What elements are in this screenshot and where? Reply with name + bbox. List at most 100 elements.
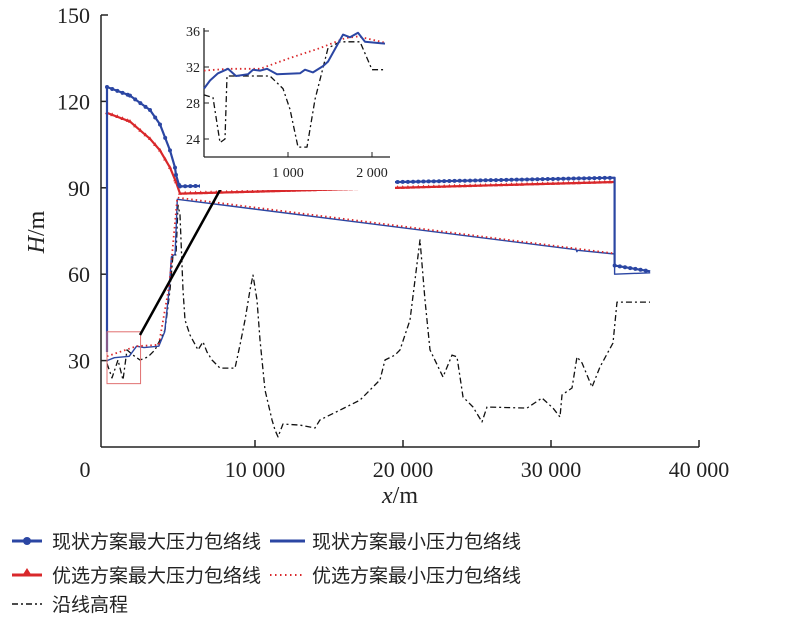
data-point-marker bbox=[188, 184, 193, 189]
data-point-marker bbox=[612, 263, 617, 268]
data-point-marker bbox=[597, 179, 602, 184]
x-tick-label: 40 000 bbox=[669, 457, 730, 482]
data-point-marker bbox=[457, 178, 462, 183]
data-point-marker bbox=[592, 176, 597, 181]
data-point-marker bbox=[545, 181, 550, 186]
data-point-marker bbox=[198, 190, 203, 195]
inset-y-tick-label: 32 bbox=[186, 61, 200, 76]
data-point-marker bbox=[120, 90, 125, 95]
data-point-marker bbox=[183, 184, 188, 189]
data-point-marker bbox=[499, 177, 504, 182]
series-line-3 bbox=[106, 196, 615, 358]
data-point-marker bbox=[462, 183, 467, 188]
y-axis-var: H bbox=[24, 234, 50, 254]
data-point-marker bbox=[133, 123, 138, 128]
data-point-marker bbox=[209, 190, 214, 194]
data-point-marker bbox=[478, 178, 483, 183]
data-point-marker bbox=[514, 182, 519, 186]
inset-series-line-0 bbox=[203, 31, 386, 90]
y-axis-title: H/m bbox=[24, 210, 50, 254]
data-point-marker bbox=[468, 183, 473, 188]
data-point-marker bbox=[633, 266, 638, 271]
data-point-marker bbox=[607, 179, 612, 184]
data-point-marker bbox=[447, 183, 452, 188]
data-point-marker bbox=[421, 179, 426, 184]
y-tick-label: 150 bbox=[57, 3, 90, 28]
data-point-marker bbox=[411, 184, 416, 189]
data-point-marker bbox=[514, 177, 519, 182]
data-point-marker bbox=[421, 184, 426, 189]
data-point-marker bbox=[452, 183, 457, 188]
data-point-marker bbox=[509, 182, 514, 186]
data-point-marker bbox=[483, 178, 488, 183]
data-point-marker bbox=[519, 181, 524, 186]
data-point-marker bbox=[400, 185, 405, 189]
data-point-marker bbox=[561, 176, 566, 181]
data-point-marker bbox=[493, 182, 498, 187]
data-point-marker bbox=[153, 115, 158, 120]
data-point-marker bbox=[556, 181, 561, 185]
data-point-marker bbox=[561, 180, 566, 185]
data-point-marker bbox=[442, 184, 447, 188]
data-point-marker bbox=[530, 177, 535, 182]
legend-label: 优选方案最大压力包络线 bbox=[52, 565, 261, 587]
data-point-marker bbox=[219, 189, 224, 194]
data-point-marker bbox=[143, 104, 148, 109]
data-point-marker bbox=[571, 180, 576, 185]
x-axis-title: x/m bbox=[381, 483, 418, 509]
inset-y-tick-label: 24 bbox=[186, 133, 200, 148]
main-axes: 30 60 90 120 150 0 10 000 20 000 30 000 40 000 bbox=[57, 3, 729, 482]
data-point-marker bbox=[638, 267, 643, 272]
data-point-marker bbox=[405, 185, 410, 189]
data-point-marker bbox=[286, 188, 291, 192]
data-point-marker bbox=[436, 179, 441, 184]
x-tick-label: 20 000 bbox=[373, 457, 434, 482]
data-point-marker bbox=[447, 179, 452, 184]
data-point-marker bbox=[602, 175, 607, 180]
data-point-marker bbox=[576, 176, 581, 181]
data-point-marker bbox=[628, 266, 633, 271]
data-point-marker bbox=[266, 188, 271, 193]
data-point-marker bbox=[188, 190, 193, 195]
data-point-marker bbox=[602, 179, 607, 184]
data-point-marker bbox=[105, 85, 109, 89]
inset-series-line-2 bbox=[203, 41, 385, 148]
data-point-marker bbox=[395, 180, 400, 185]
legend-item-optimized-min: 优选方案最小压力包络线 bbox=[270, 565, 521, 587]
legend: 现状方案最大压力包络线 现状方案最小压力包络线 优选方案最大压力包络线 优选方案… bbox=[12, 531, 521, 616]
inset-x-tick-label: 2 000 bbox=[356, 166, 388, 181]
x-tick-label: 30 000 bbox=[521, 457, 582, 482]
data-point-marker bbox=[504, 182, 509, 187]
zoom-arrow-line bbox=[138, 171, 232, 336]
circle-marker-icon bbox=[23, 537, 31, 545]
data-point-marker bbox=[540, 181, 545, 186]
data-point-marker bbox=[623, 265, 627, 270]
inset-chart: 24 28 32 36 1 000 2 000 bbox=[186, 20, 395, 190]
data-point-marker bbox=[431, 179, 436, 184]
data-point-marker bbox=[163, 156, 168, 161]
data-point-marker bbox=[426, 179, 431, 184]
data-point-marker bbox=[271, 188, 276, 193]
data-point-marker bbox=[138, 128, 143, 132]
legend-label: 现状方案最小压力包络线 bbox=[312, 531, 521, 553]
data-point-marker bbox=[110, 112, 115, 117]
data-point-marker bbox=[566, 180, 571, 185]
y-tick-label: 60 bbox=[68, 262, 90, 287]
legend-item-current-min: 现状方案最小压力包络线 bbox=[270, 531, 521, 553]
data-point-marker bbox=[452, 178, 457, 183]
data-point-marker bbox=[177, 184, 182, 189]
data-point-marker bbox=[260, 188, 265, 193]
data-point-marker bbox=[250, 189, 255, 193]
data-point-marker bbox=[193, 184, 198, 189]
data-point-marker bbox=[431, 184, 436, 189]
data-point-marker bbox=[535, 177, 540, 182]
data-point-marker bbox=[571, 176, 576, 181]
data-point-marker bbox=[530, 181, 535, 186]
data-point-marker bbox=[411, 179, 416, 184]
data-point-marker bbox=[525, 181, 530, 186]
data-point-marker bbox=[127, 93, 132, 98]
data-point-marker bbox=[473, 183, 478, 187]
legend-label: 优选方案最小压力包络线 bbox=[312, 565, 521, 587]
data-point-marker bbox=[229, 189, 234, 194]
